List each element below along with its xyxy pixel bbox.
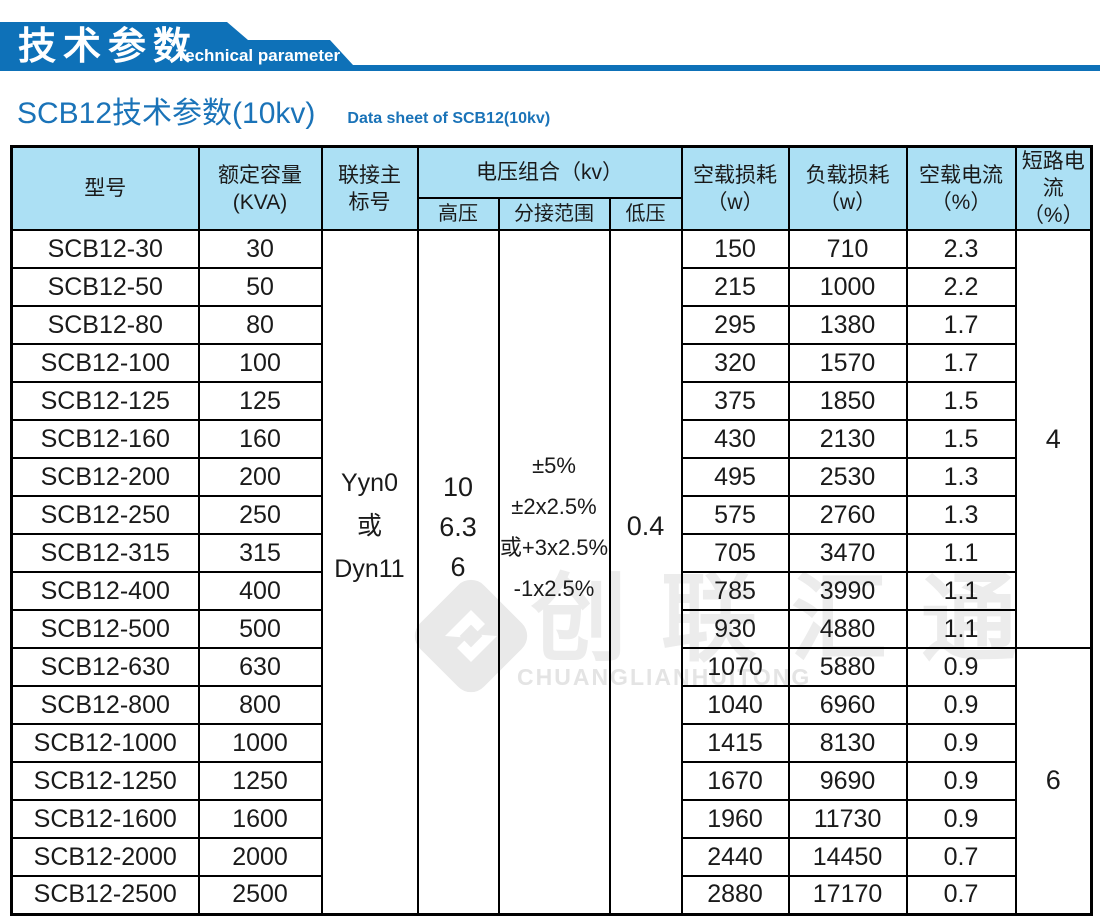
table-row: SCB12-100 100 320 1570 1.7 [10,343,1092,383]
col-header-voltage-group: 电压组合（kv） [416,145,683,200]
section-title: SCB12技术参数(10kv) Data sheet of SCB12(10kv… [17,88,550,132]
col-header-lv: 低压 [608,197,683,231]
table-row: SCB12-2000 2000 2440 14450 0.7 [10,837,1092,877]
col-header-no-load-current: 空载电流 （%） [905,145,1017,231]
connection-merged-cell: Yyn0 或 Dyn11 [320,229,419,915]
col-header-load-loss: 负载损耗 （w） [787,145,908,231]
table-row: SCB12-400 400 785 3990 1.1 [10,571,1092,611]
tap-range-merged-cell: ±5% ±2x2.5% 或+3x2.5% -1x2.5% [497,229,611,915]
section-title-en: Data sheet of SCB12(10kv) [347,110,551,127]
table-row: SCB12-200 200 495 2530 1.3 [10,457,1092,497]
table-row: SCB12-315 315 705 3470 1.1 [10,533,1092,573]
table-header-row-2: 高压 分接范围 低压 [12,197,1092,231]
table-row: SCB12-2500 2500 2880 17170 0.7 [10,875,1092,915]
short-circuit-merged-cell-1: 4 [1014,229,1093,649]
col-header-no-load-loss: 空载损耗 （w） [680,145,790,231]
col-header-hv: 高压 [416,197,500,231]
col-header-model: 型号 [10,145,200,231]
hv-merged-cell: 10 6.3 6 [416,229,500,915]
col-header-tap-range: 分接范围 [497,197,611,231]
table-row: SCB12-1600 1600 1960 11730 0.9 [10,799,1092,839]
col-header-capacity: 额定容量 (KVA) [197,145,323,231]
table-row: SCB12-1000 1000 1415 8130 0.9 [10,723,1092,763]
col-header-short-circuit-current: 短路电流 （%） [1014,145,1093,231]
table-row: SCB12-30 30 Yyn0 或 Dyn11 10 6.3 6 ±5% [10,229,1093,915]
table-row: SCB12-125 125 375 1850 1.5 [10,381,1092,421]
table-row: SCB12-250 250 575 2760 1.3 [10,495,1092,535]
table-header-row-1: 型号 额定容量 (KVA) 联接主 标号 电压组合（kv） 空载损耗 （w） 负… [10,145,1093,231]
section-title-zh: SCB12技术参数(10kv) [17,97,316,130]
table-row: SCB12-800 800 1040 6960 0.9 [10,685,1092,725]
model-cell: SCB12-30 [10,229,200,269]
banner-title-en: Technical parameter [176,46,341,65]
table-row: SCB12-50 50 215 1000 2.2 [10,267,1092,307]
table-row: SCB12-630 630 1070 5880 0.9 6 [10,647,1093,915]
table-row: SCB12-500 500 930 4880 1.1 [10,609,1092,649]
short-circuit-merged-cell-2: 6 [1014,647,1093,915]
banner-title-zh: 技术参数 [18,26,199,68]
table-row: SCB12-80 80 295 1380 1.7 [10,305,1092,345]
spec-table: 型号 额定容量 (KVA) 联接主 标号 电压组合（kv） 空载损耗 （w） 负… [10,145,1094,916]
table-row: SCB12-1250 1250 1670 9690 0.9 [10,761,1092,801]
lv-merged-cell: 0.4 [608,229,683,915]
table-row: SCB12-160 160 430 2130 1.5 [10,419,1092,459]
col-header-connection: 联接主 标号 [320,145,419,231]
